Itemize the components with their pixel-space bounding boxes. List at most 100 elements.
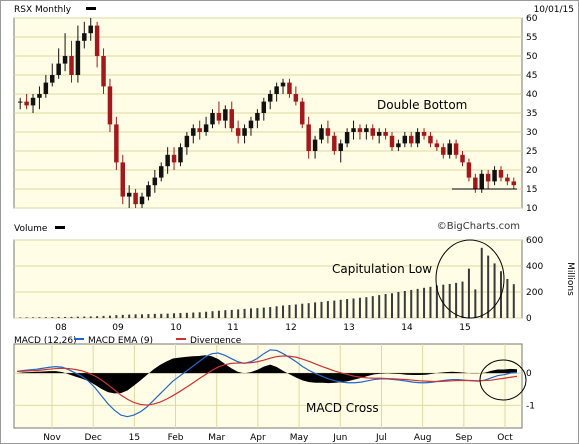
month-label: May bbox=[290, 433, 309, 443]
month-label: 15 bbox=[129, 433, 140, 443]
year-label-08: 08 bbox=[55, 323, 67, 333]
volume-bar bbox=[64, 316, 67, 318]
macd-ema-label: MACD EMA (9) bbox=[88, 336, 153, 346]
volume-bar bbox=[115, 315, 118, 318]
volume-bar bbox=[141, 314, 143, 318]
volume-bar bbox=[70, 316, 73, 318]
candle-body bbox=[364, 128, 369, 132]
candle-body bbox=[300, 101, 305, 125]
macd-label: MACD (12,26) bbox=[14, 336, 77, 346]
volume-bar bbox=[25, 317, 28, 318]
volume-bar bbox=[237, 309, 240, 318]
candle-body bbox=[56, 63, 61, 75]
volume-bar bbox=[487, 255, 490, 318]
volume-bar bbox=[32, 317, 35, 318]
candle-body bbox=[184, 135, 190, 148]
volume-bar bbox=[38, 317, 41, 318]
candle-body bbox=[505, 177, 510, 182]
year-label-14: 14 bbox=[401, 323, 413, 333]
volume-bar bbox=[320, 301, 323, 318]
month-label: Mar bbox=[208, 433, 225, 443]
candle-body bbox=[408, 135, 414, 144]
volume-bar bbox=[301, 303, 304, 318]
date-label: 10/01/15 bbox=[534, 5, 574, 15]
candle-body bbox=[466, 162, 472, 178]
volume-bar bbox=[89, 316, 92, 318]
price-tick-label: 15 bbox=[526, 185, 537, 195]
candle-body bbox=[396, 143, 401, 148]
candle-body bbox=[434, 143, 440, 148]
volume-bar bbox=[410, 289, 413, 318]
volume-bar bbox=[256, 308, 259, 318]
volume-bar bbox=[185, 312, 188, 318]
volume-bar bbox=[480, 247, 483, 318]
candle-body bbox=[210, 113, 215, 125]
volume-bar bbox=[506, 279, 509, 318]
candle-body bbox=[389, 135, 395, 148]
volume-bar bbox=[96, 316, 99, 318]
candle-body bbox=[453, 143, 459, 155]
double-bottom-annotation: Double Bottom bbox=[377, 98, 467, 112]
candle-body bbox=[158, 166, 164, 178]
volume-bar bbox=[423, 287, 426, 318]
volume-bar bbox=[121, 314, 124, 318]
year-label-11: 11 bbox=[227, 323, 238, 333]
volume-bar bbox=[192, 312, 195, 318]
candle-body bbox=[152, 177, 158, 186]
divergence-label: Divergence bbox=[190, 336, 242, 346]
volume-bar bbox=[243, 308, 246, 318]
month-label: Sep bbox=[455, 433, 472, 443]
volume-bar bbox=[102, 315, 105, 318]
candle-body bbox=[376, 132, 382, 136]
price-tick-label: 35 bbox=[526, 109, 537, 119]
price-tick-label: 45 bbox=[526, 71, 537, 81]
volume-tick-label: 600 bbox=[526, 236, 543, 246]
year-label-10: 10 bbox=[170, 323, 182, 333]
macd-plot-area bbox=[13, 343, 523, 429]
macd-axis-ticks: 0 -1 bbox=[526, 369, 535, 411]
volume-bar bbox=[108, 315, 111, 318]
price-tick-label: 40 bbox=[526, 90, 538, 100]
volume-unit-label: Millions bbox=[565, 262, 575, 296]
candle-body bbox=[287, 82, 292, 94]
price-candles bbox=[17, 18, 517, 208]
volume-bar bbox=[326, 301, 329, 318]
capitulation-annotation: Capitulation Low bbox=[332, 262, 432, 276]
candle-body bbox=[344, 132, 350, 144]
volume-bar bbox=[179, 313, 182, 318]
macd-tick-label: 0 bbox=[526, 369, 532, 379]
candle-body bbox=[24, 101, 29, 106]
volume-bar bbox=[391, 293, 393, 318]
volume-bar bbox=[314, 302, 317, 318]
candle-body bbox=[312, 139, 318, 151]
volume-bar bbox=[467, 268, 470, 318]
candle-body bbox=[415, 132, 420, 144]
candle-body bbox=[274, 86, 279, 94]
volume-bar bbox=[198, 312, 201, 318]
volume-bar bbox=[371, 296, 374, 318]
candle-body bbox=[332, 135, 337, 151]
price-tick-label: 60 bbox=[526, 14, 538, 24]
year-label-15: 15 bbox=[459, 323, 470, 333]
volume-bar bbox=[339, 299, 342, 318]
candle-body bbox=[107, 86, 113, 125]
volume-bar bbox=[455, 282, 458, 318]
candle-body bbox=[357, 128, 363, 132]
divergence-histogram bbox=[17, 355, 517, 394]
candle-body bbox=[511, 181, 517, 186]
volume-bar bbox=[211, 311, 214, 318]
volume-bar bbox=[128, 314, 131, 318]
candle-body bbox=[479, 173, 484, 189]
volume-bar bbox=[173, 313, 176, 318]
volume-bar bbox=[512, 284, 515, 318]
candle-body bbox=[126, 192, 132, 197]
month-label: Jul bbox=[375, 433, 387, 443]
candle-body bbox=[293, 94, 299, 102]
volume-bar bbox=[19, 317, 22, 318]
volume-tick-label: 400 bbox=[526, 262, 543, 272]
volume-bar bbox=[269, 307, 272, 318]
candle-body bbox=[492, 170, 497, 182]
candle-body bbox=[203, 124, 209, 132]
volume-bar bbox=[307, 303, 310, 318]
